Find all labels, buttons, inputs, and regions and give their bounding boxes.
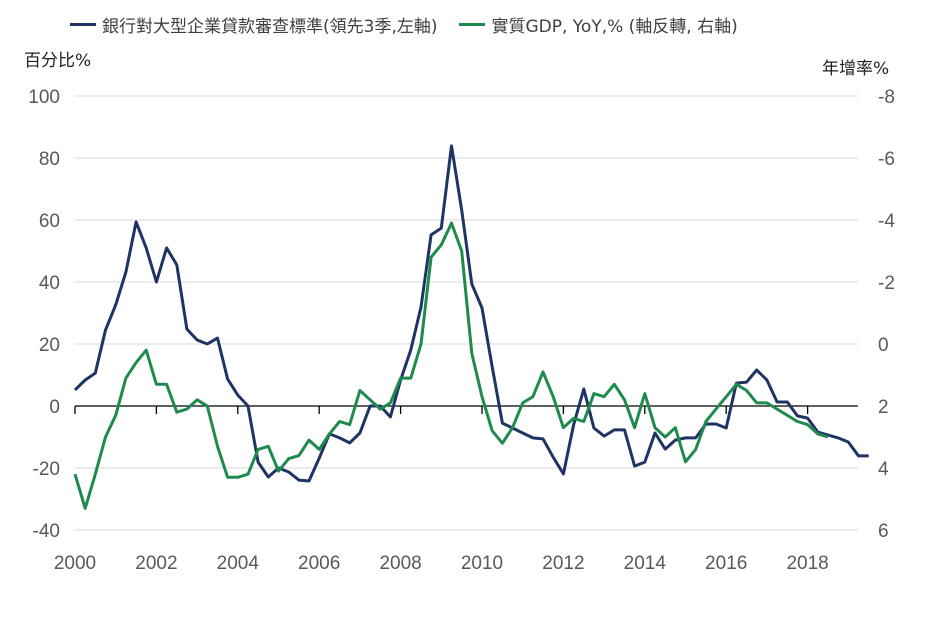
right-tick-label: -4 [878, 211, 895, 232]
right-tick-label: -6 [878, 149, 895, 170]
right-axis-label: 年增率% [822, 59, 890, 79]
right-tick-label: -8 [878, 87, 895, 108]
x-tick-label: 2000 [54, 553, 96, 574]
legend-swatch-green [459, 23, 486, 26]
left-axis-label: 百分比% [24, 51, 92, 71]
x-tick-label: 2010 [461, 553, 503, 574]
left-tick-label: 0 [49, 397, 60, 418]
right-tick-label: -2 [878, 273, 895, 294]
x-tick-label: 2004 [217, 553, 260, 574]
right-tick-label: 0 [878, 335, 889, 356]
series-line-gdp [73, 221, 829, 510]
x-tick-label: 2016 [705, 553, 747, 574]
left-tick-label: 40 [39, 273, 60, 294]
left-tick-label: 80 [39, 149, 60, 170]
legend-item-gdp: 實質GDP, YoY,% (軸反轉, 右軸) [459, 12, 738, 37]
x-tick-label: 2006 [298, 553, 340, 574]
x-tick-label: 2012 [542, 553, 584, 574]
left-tick-label: -40 [33, 521, 60, 542]
left-tick-label: 20 [39, 335, 60, 356]
right-tick-label: 4 [878, 459, 889, 480]
left-tick-label: 100 [28, 87, 60, 108]
legend-item-loan-standards: 銀行對大型企業貸款審查標準(領先3季,左軸) [70, 12, 437, 37]
x-tick-label: 2018 [786, 553, 828, 574]
legend-swatch-navy [70, 23, 96, 26]
legend-label: 銀行對大型企業貸款審查標準(領先3季,左軸) [102, 17, 438, 37]
x-tick-label: 2002 [135, 553, 177, 574]
x-tick-label: 2008 [379, 553, 421, 574]
legend: 銀行對大型企業貸款審查標準(領先3季,左軸) 實質GDP, YoY,% (軸反轉… [70, 12, 738, 37]
left-tick-label: 60 [39, 211, 60, 232]
right-tick-label: 2 [878, 397, 889, 418]
x-tick-label: 2014 [624, 553, 667, 574]
left-tick-label: -20 [33, 459, 60, 480]
right-tick-label: 6 [878, 521, 889, 542]
legend-label: 實質GDP, YoY,% (軸反轉, 右軸) [491, 17, 738, 37]
series-line-loan-standards [73, 144, 869, 483]
